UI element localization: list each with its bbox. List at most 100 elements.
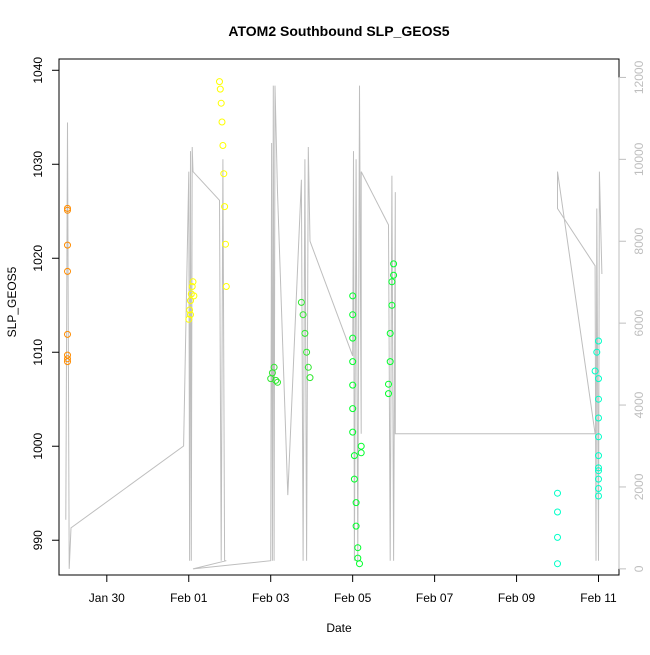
chart-title: ATOM2 Southbound SLP_GEOS5	[228, 23, 449, 39]
data-point-series-4	[386, 358, 394, 366]
data-point-series-2	[219, 142, 227, 149]
data-point-series-4	[349, 381, 357, 389]
y2-tick-label: 12000	[632, 60, 646, 94]
x-tick-label: Feb 11	[580, 591, 617, 605]
x-tick-label: Feb 03	[252, 591, 290, 605]
data-point-series-5	[595, 337, 602, 345]
data-point-series-4	[356, 560, 363, 568]
data-point-series-4	[349, 334, 357, 342]
x-tick-label: Feb 01	[170, 591, 208, 605]
y-axis-label: SLP_GEOS5	[5, 266, 19, 337]
data-point-series-4	[385, 390, 392, 398]
data-point-series-2	[187, 311, 194, 319]
data-point-series-4	[388, 278, 396, 286]
data-point-series-5	[595, 485, 602, 492]
data-point-series-2	[185, 315, 193, 323]
data-point-series-5	[554, 533, 561, 541]
y-axis: 990 1000 1010 1020 1030 1040	[31, 57, 60, 550]
data-point-series-2	[187, 297, 194, 305]
data-point-series-2	[190, 292, 198, 300]
data-point-series-5	[554, 560, 561, 568]
data-point-series-4	[350, 452, 358, 460]
x-axis: Jan 30 Feb 01 Feb 03 Feb 05 Feb 07 Feb 09 Feb …	[89, 574, 617, 605]
y-tick-label: 1030	[31, 151, 45, 178]
y2-tick-label: 4000	[632, 391, 646, 418]
y2-tick-label: 10000	[632, 142, 646, 176]
y-tick-label: 1020	[31, 245, 45, 272]
x-tick-label: Jan 30	[89, 591, 125, 605]
x-axis-label: Date	[326, 621, 352, 635]
altitude-line	[65, 85, 603, 570]
data-point-series-3	[301, 329, 309, 337]
x-tick-label: Feb 09	[498, 591, 536, 605]
data-point-series-5	[595, 475, 602, 483]
altitude-line-layer	[65, 85, 603, 570]
data-point-series-4	[388, 301, 396, 309]
data-point-series-4	[350, 475, 358, 483]
data-point-series-1	[64, 204, 71, 212]
data-point-series-4	[352, 522, 360, 530]
data-point-series-5	[595, 375, 602, 383]
data-point-series-2	[221, 203, 229, 211]
y-tick-label: 990	[31, 530, 45, 550]
data-point-series-2	[188, 283, 196, 290]
data-point-series-4	[349, 405, 357, 413]
y2-tick-label: 0	[632, 565, 646, 572]
y-tick-label: 1040	[31, 57, 45, 84]
data-point-series-4	[390, 271, 398, 279]
data-point-series-4	[357, 442, 365, 450]
x-tick-label: Feb 07	[416, 591, 454, 605]
data-point-series-3	[270, 363, 278, 371]
data-point-series-4	[352, 499, 360, 507]
data-point-series-4	[386, 329, 394, 337]
data-point-series-4	[349, 292, 357, 300]
data-point-series-1	[64, 267, 71, 275]
plot-area-border	[58, 58, 620, 576]
data-point-series-4	[354, 544, 362, 552]
data-point-series-3	[274, 378, 281, 386]
y2-tick-label: 2000	[632, 473, 646, 500]
data-point-series-4	[357, 449, 365, 457]
data-point-series-5	[591, 367, 599, 375]
y2-tick-label: 6000	[632, 309, 646, 336]
data-point-series-5	[595, 433, 602, 441]
y-tick-label: 1000	[31, 433, 45, 460]
data-point-series-5	[595, 492, 602, 500]
data-point-series-2	[216, 78, 223, 86]
data-point-series-3	[272, 376, 280, 384]
data-point-series-4	[349, 428, 357, 436]
data-point-series-2	[218, 118, 226, 126]
data-point-series-5	[593, 348, 601, 356]
secondary-y-axis: 0 2000 4000 6000 8000 10000 12000	[618, 60, 646, 572]
data-point-series-2	[222, 283, 230, 290]
data-point-series-3	[297, 298, 305, 306]
data-point-series-5	[554, 508, 561, 516]
data-point-series-2	[189, 278, 197, 286]
data-point-series-1	[64, 355, 71, 363]
data-point-series-3	[306, 374, 314, 382]
data-point-series-2	[220, 170, 228, 178]
data-point-series-5	[554, 489, 561, 497]
data-point-series-1	[64, 330, 71, 338]
data-point-series-5	[595, 467, 602, 475]
data-point-series-1	[64, 241, 71, 249]
data-point-series-5	[595, 414, 602, 422]
data-point-series-4	[349, 311, 357, 319]
y-tick-label: 1010	[31, 339, 45, 366]
data-point-series-3	[304, 363, 312, 371]
data-point-series-5	[595, 452, 602, 460]
x-tick-label: Feb 05	[334, 591, 372, 605]
data-point-series-2	[216, 85, 224, 93]
data-point-series-5	[595, 464, 602, 472]
data-point-series-4	[385, 380, 392, 388]
data-point-series-4	[390, 260, 398, 268]
data-point-series-1	[64, 206, 71, 214]
data-point-series-5	[595, 395, 602, 403]
data-point-series-2	[217, 99, 225, 107]
data-point-series-1	[64, 358, 71, 366]
y2-tick-label: 8000	[632, 228, 646, 255]
data-point-series-4	[349, 358, 357, 366]
data-point-series-2	[186, 306, 194, 314]
